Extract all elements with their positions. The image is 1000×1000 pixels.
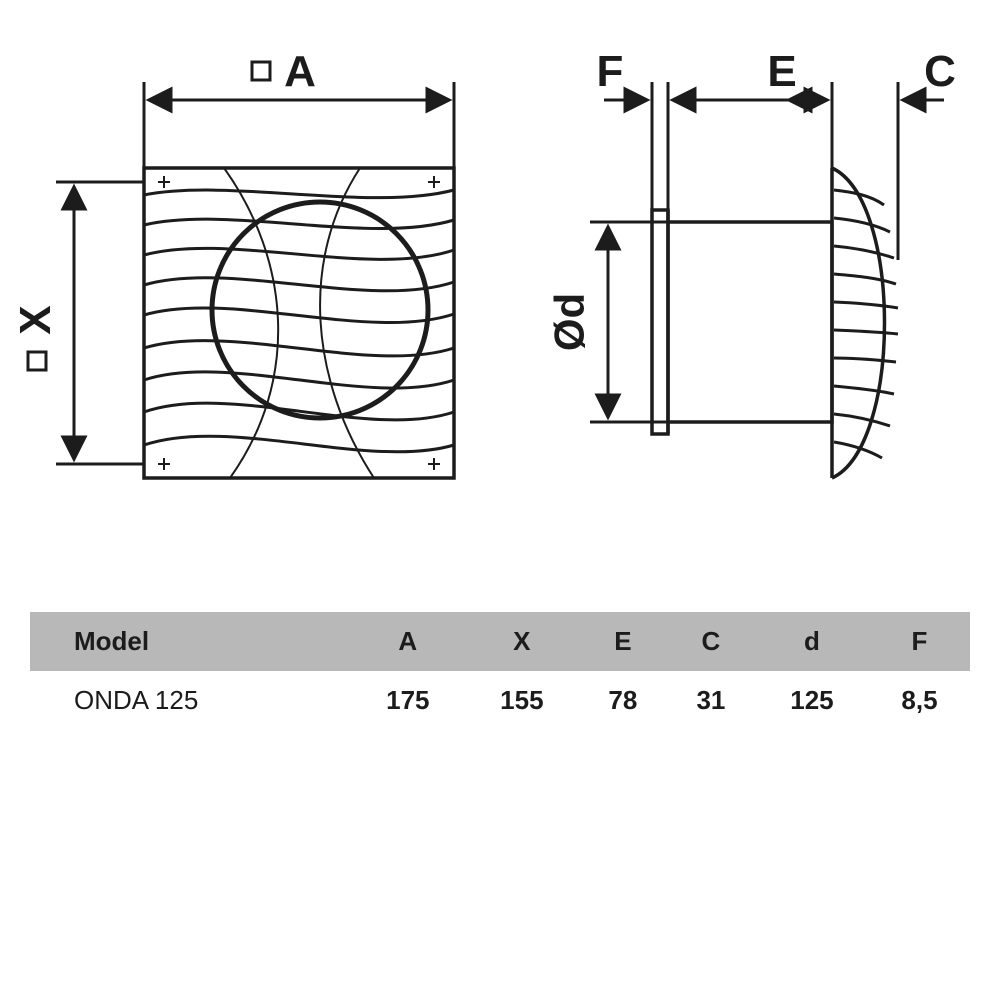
cell-F: 8,5 bbox=[869, 671, 970, 730]
label-C: C bbox=[924, 47, 956, 96]
col-X: X bbox=[465, 612, 579, 671]
label-X: X bbox=[11, 305, 60, 334]
label-A: A bbox=[284, 47, 316, 96]
cell-A: 175 bbox=[351, 671, 465, 730]
cell-X: 155 bbox=[465, 671, 579, 730]
spec-table: Model A X E C d F ONDA 125 175 155 78 31… bbox=[30, 612, 970, 730]
col-d: d bbox=[755, 612, 869, 671]
spec-table-row: ONDA 125 175 155 78 31 125 8,5 bbox=[30, 671, 970, 730]
side-view bbox=[652, 168, 898, 478]
col-C: C bbox=[667, 612, 755, 671]
dim-FEC bbox=[604, 82, 944, 260]
label-F: F bbox=[597, 47, 624, 96]
square-symbol-A bbox=[252, 62, 270, 80]
dim-d bbox=[590, 222, 668, 422]
cell-d: 125 bbox=[755, 671, 869, 730]
square-symbol-X bbox=[28, 352, 46, 370]
cell-C: 31 bbox=[667, 671, 755, 730]
col-A: A bbox=[351, 612, 465, 671]
label-d: Ød bbox=[546, 293, 593, 351]
cell-E: 78 bbox=[579, 671, 667, 730]
front-view bbox=[144, 168, 454, 478]
cell-model: ONDA 125 bbox=[30, 671, 351, 730]
label-E: E bbox=[767, 47, 796, 96]
col-E: E bbox=[579, 612, 667, 671]
col-F: F bbox=[869, 612, 970, 671]
spec-table-header-row: Model A X E C d F bbox=[30, 612, 970, 671]
dim-X bbox=[56, 182, 144, 464]
engineering-diagram: A X bbox=[0, 0, 1000, 590]
col-model: Model bbox=[30, 612, 351, 671]
